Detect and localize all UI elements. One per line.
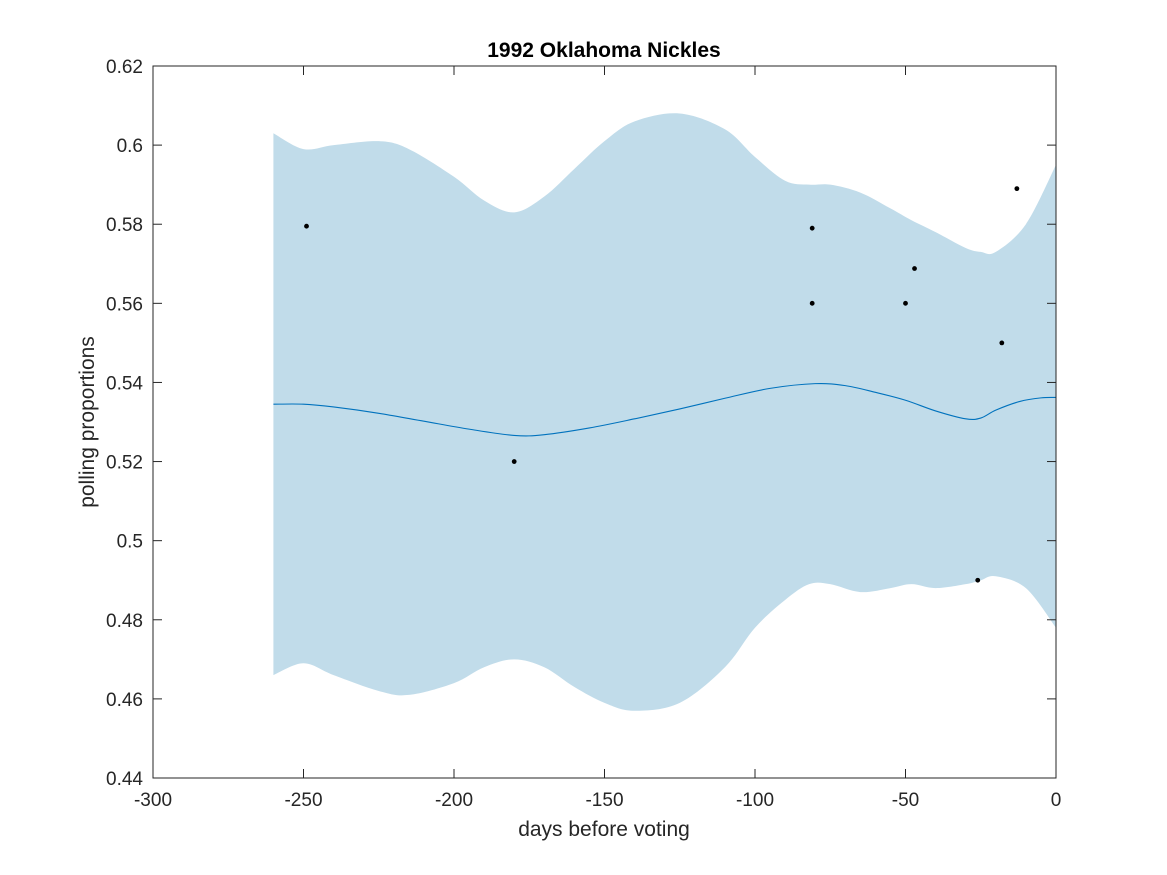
- y-tick-label: 0.6: [117, 136, 143, 157]
- axes: -300 -250 -200 -150 -100 -50 0 0.44 0.46 0.48 0.5 0…: [106, 57, 1061, 811]
- plot-area: [273, 113, 1057, 711]
- x-tick-label: -50: [892, 790, 919, 811]
- x-tick-label: 0: [1051, 790, 1062, 811]
- x-axis-label: days before voting: [518, 818, 690, 841]
- data-point: [511, 459, 517, 464]
- data-point: [912, 266, 917, 271]
- data-point: [809, 300, 815, 306]
- y-tick-label: 0.54: [106, 373, 143, 394]
- y-axis-label: polling proportions: [76, 336, 99, 508]
- y-tick-label: 0.58: [106, 215, 143, 236]
- data-point: [304, 223, 309, 229]
- data-point: [975, 577, 981, 583]
- y-tick-label: 0.5: [117, 532, 143, 553]
- y-tick-label: 0.44: [106, 769, 143, 790]
- y-tick-label: 0.48: [106, 611, 143, 632]
- y-tick-label: 0.62: [106, 57, 143, 78]
- data-point: [903, 300, 908, 306]
- chart-title: 1992 Oklahoma Nickles: [487, 39, 720, 62]
- mean-line: [273, 382, 1057, 437]
- x-tick-label: -200: [435, 790, 473, 811]
- y-tick-label: 0.52: [106, 453, 143, 474]
- x-tick-label: -250: [284, 790, 322, 811]
- x-tick-label: -100: [736, 790, 774, 811]
- x-tick-label: -150: [585, 790, 623, 811]
- data-point: [999, 340, 1005, 346]
- x-tick-label: -300: [134, 790, 172, 811]
- data-point: [1014, 186, 1020, 192]
- data-point: [809, 225, 815, 231]
- y-tick-label: 0.56: [106, 294, 143, 315]
- y-tick-label: 0.46: [106, 690, 143, 711]
